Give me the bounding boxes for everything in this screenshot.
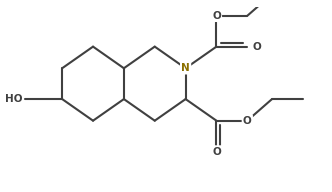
Text: O: O xyxy=(243,116,252,126)
Text: N: N xyxy=(181,63,190,73)
Text: O: O xyxy=(253,42,262,52)
Text: HO: HO xyxy=(5,94,22,104)
Text: O: O xyxy=(212,11,221,21)
Text: O: O xyxy=(212,146,221,156)
